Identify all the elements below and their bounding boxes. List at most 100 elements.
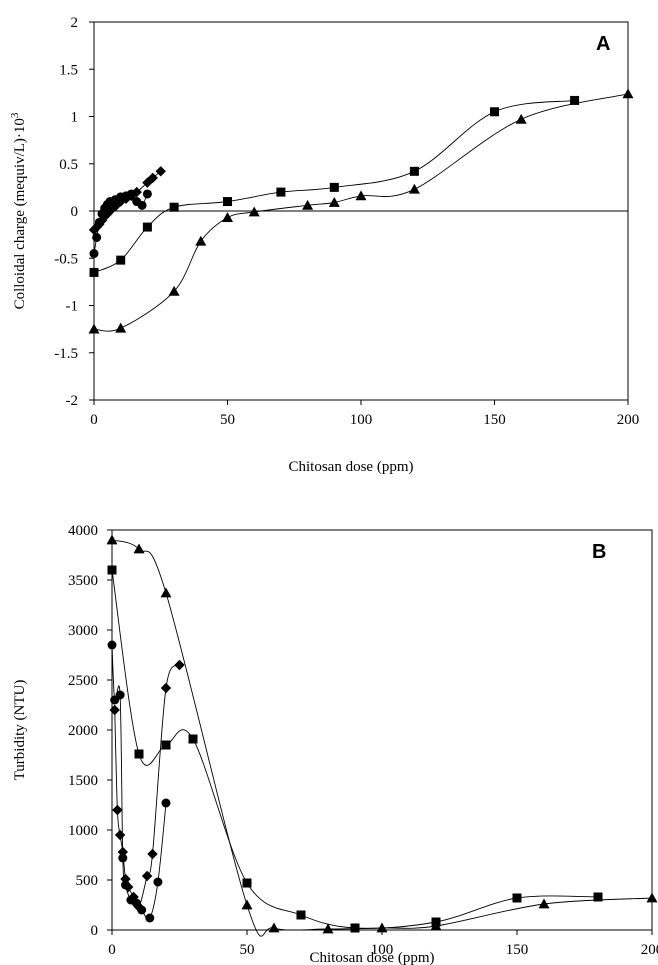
- panel-b-series-triangle-point: [538, 898, 550, 909]
- panel-a-series-square-point: [142, 222, 152, 232]
- panel-b-series-diamond-point: [141, 870, 153, 882]
- panel-b-series-triangle-point: [376, 922, 388, 933]
- panel-a-x-tick-label: 50: [220, 412, 235, 428]
- panel-b-x-tick-label: 0: [108, 942, 116, 958]
- panel-b-series-diamond-point: [109, 704, 120, 716]
- panel-a-series-circle-point: [142, 189, 152, 199]
- panel-b-x-tick-label: 50: [240, 942, 255, 958]
- chart-panel-b: 4000 3500 3000 2500 2000 1500 1000 500 00 50 100 15…: [12, 523, 658, 965]
- panel-a-series-diamond-point: [147, 172, 158, 184]
- panel-a-y-axis-title-text: Colloidal charge (mequiv/L)·10: [12, 118, 28, 309]
- panel-b-series-triangle-point: [268, 922, 280, 933]
- panel-a-series-circle-point: [92, 232, 102, 242]
- panel-b-series-square-point: [512, 893, 522, 903]
- panel-a-series-square-point: [276, 187, 286, 197]
- panel-a-y-tick-label: 2: [71, 15, 79, 31]
- panel-a-series-diamond-point: [104, 205, 116, 217]
- panel-b-series-triangle-point: [241, 899, 253, 910]
- panel-b-y-tick-label: 2000: [68, 723, 98, 739]
- panel-b-series-square-point: [593, 892, 603, 902]
- panel-a-y-tick-label: 1.5: [59, 62, 78, 78]
- panel-a-series-circle-point: [126, 189, 136, 199]
- panel-a-y-tick-label: -0.5: [54, 251, 78, 267]
- panel-a-series-square-point: [329, 182, 339, 192]
- panel-b-panel-label: B: [592, 541, 606, 563]
- panel-a-panel-label: A: [596, 33, 610, 55]
- panel-a-series-circle-point: [137, 200, 147, 210]
- panel-b-series-square-point: [350, 923, 360, 933]
- panel-a-series-diamond-point: [155, 166, 166, 177]
- panel-b-y-tick-label: 0: [91, 923, 99, 939]
- panel-a-series-triangle-point: [355, 190, 367, 201]
- panel-b-series-circle-point: [131, 898, 141, 908]
- panel-a-y-tick-label: 0.5: [59, 157, 78, 173]
- panel-a-series-diamond-point: [91, 221, 102, 233]
- panel-a-series-square-point: [116, 255, 126, 265]
- panel-b-x-tick-label: 200: [641, 942, 658, 958]
- chart-panel-a: 2 1.5 1 0.5 0 -0.5 -1 -1.5 -2 0 50 100 150 200 Chitosa…: [9, 15, 639, 475]
- panel-b-y-tick-label: 1500: [68, 773, 98, 789]
- panel-a-x-tick-label: 0: [90, 412, 98, 428]
- panel-b-series-square-point: [134, 749, 144, 759]
- panel-a-series-square-point: [223, 197, 232, 207]
- panel-b-y-axis-title: Turbidity (NTU): [12, 680, 28, 781]
- panel-b-series-circle-point: [137, 905, 147, 915]
- panel-b-series-square-point: [242, 878, 252, 888]
- panel-a-series-triangle-point: [328, 196, 340, 207]
- panel-a-series-triangle-point: [88, 323, 100, 334]
- panel-b-series-circle-point: [118, 853, 128, 863]
- panel-b-series-circle-point: [161, 798, 171, 808]
- panel-a-series-square-point: [169, 202, 179, 212]
- panel-a-series-circle-point: [89, 249, 99, 259]
- panel-a-series-triangle-point: [622, 88, 634, 99]
- panel-a-series-circle-point: [94, 217, 104, 227]
- panel-b-y-tick-label: 1000: [68, 823, 98, 839]
- panel-b-x-tick-label: 150: [506, 942, 529, 958]
- panel-a-series-triangle-point: [248, 206, 260, 217]
- panel-a-series-triangle-point: [408, 183, 420, 194]
- panel-a-series-triangle-point: [115, 322, 127, 333]
- panel-b-series-triangle-point: [133, 543, 145, 554]
- panel-b-series-square-point: [161, 740, 171, 750]
- panel-a-y-tick-label: 0: [71, 204, 79, 220]
- panel-b-series-circle-point: [121, 880, 130, 890]
- panel-b-series-diamond-point: [112, 804, 123, 816]
- panel-a-y-axis-title-exponent: 3: [9, 112, 21, 118]
- panel-a-series-triangle-point: [168, 285, 180, 296]
- panel-b-series-triangle-point: [322, 923, 334, 934]
- panel-b-series-circle-point: [153, 877, 163, 887]
- panel-b-y-tick-label: 3000: [68, 623, 98, 639]
- panel-a-y-tick-label: -2: [66, 393, 79, 409]
- panel-a-y-tick-label: -1: [66, 299, 79, 315]
- panel-a-series-square-point: [490, 107, 499, 117]
- panel-b-x-tick-label: 100: [371, 942, 394, 958]
- panel-b-series-diamond-point: [114, 829, 126, 841]
- panel-b-series-square-point: [107, 565, 117, 575]
- panel-a-series-triangle-point: [195, 235, 207, 246]
- panel-b-series-diamond-point: [160, 682, 172, 694]
- panel-b-series-square-point: [188, 734, 198, 744]
- panel-b-series-triangle-point: [430, 920, 442, 931]
- panel-a-x-axis-title: Chitosan dose (ppm): [289, 459, 414, 475]
- panel-a-x-tick-label: 100: [350, 412, 373, 428]
- panel-b-x-axis-title: Chitosan dose (ppm): [310, 950, 435, 965]
- panel-b-series-triangle-point: [160, 587, 172, 598]
- panel-b-series-diamond-line: [114, 664, 180, 909]
- panel-b-y-tick-label: 4000: [68, 523, 98, 539]
- panel-b-y-tick-label: 3500: [68, 573, 98, 589]
- panel-a-x-tick-label: 200: [617, 412, 640, 428]
- panel-b-y-tick-label: 500: [76, 873, 99, 889]
- panel-a-series-triangle-point: [515, 113, 527, 124]
- panel-a-series-triangle-point: [302, 199, 314, 210]
- panel-b-series-circle-point: [115, 690, 125, 700]
- panel-b-series-circle-point: [145, 913, 155, 923]
- panel-b-series-triangle-point: [646, 892, 658, 903]
- panel-b-series-diamond-point: [147, 848, 158, 860]
- panel-b-y-axis-title-text: Turbidity (NTU): [12, 680, 28, 781]
- panel-b-series-diamond-point: [174, 659, 185, 671]
- panel-b-series-triangle-point: [106, 534, 118, 545]
- panel-b-series-square-line: [111, 569, 599, 929]
- panel-a-series-square-point: [409, 166, 419, 176]
- panel-b-series-square-point: [296, 910, 306, 920]
